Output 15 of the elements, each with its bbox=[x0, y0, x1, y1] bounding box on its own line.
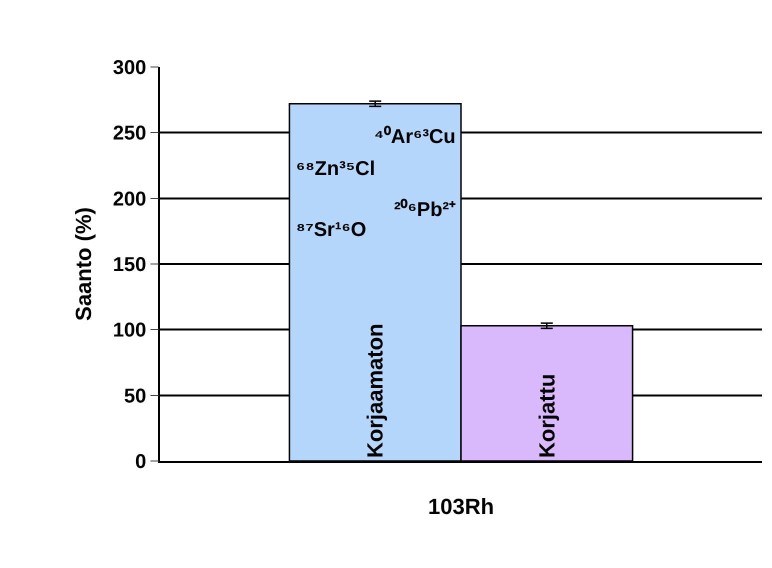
y-tick-label: 50 bbox=[124, 385, 146, 408]
y-tick-label: 200 bbox=[112, 188, 146, 210]
annotation: ⁸⁷Sr¹⁶O bbox=[296, 219, 366, 241]
y-tick-label: 300 bbox=[112, 57, 146, 79]
y-tick-label: 250 bbox=[112, 122, 146, 145]
x-tick-label: 103Rh bbox=[428, 494, 494, 520]
y-tick-label: 100 bbox=[112, 320, 146, 342]
annotation: ⁴⁰Ar⁶³Cu bbox=[374, 125, 456, 148]
series-label: Korjaamaton bbox=[362, 324, 388, 458]
y-axis-title: Saanto (%) bbox=[71, 207, 96, 321]
annotation: ²⁰⁶Pb²⁺ bbox=[394, 198, 456, 221]
y-tick-label: 0 bbox=[135, 451, 146, 473]
series-label: Korjattu bbox=[534, 374, 560, 458]
annotation: ⁶⁸Zn³⁵Cl bbox=[296, 158, 376, 180]
y-tick-label: 150 bbox=[112, 254, 146, 276]
